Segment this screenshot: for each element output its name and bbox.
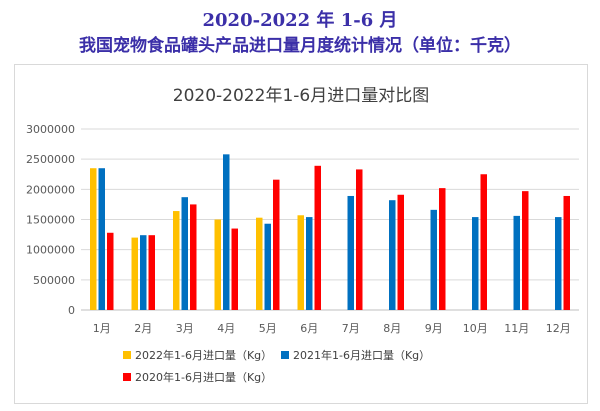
bar	[90, 168, 97, 310]
bar	[215, 220, 222, 311]
legend-swatch	[123, 373, 131, 381]
bar	[555, 217, 562, 310]
chart-container: 2020-2022年1-6月进口量对比图 0 500000 1000000 150000…	[14, 64, 588, 404]
bar	[232, 229, 239, 310]
y-tick-label: 1000000	[26, 244, 75, 257]
x-tick-label: 1月	[93, 322, 111, 335]
bar	[514, 216, 521, 310]
bar	[140, 235, 147, 310]
bar	[132, 238, 139, 310]
heading-line-2: 我国宠物食品罐头产品进口量月度统计情况（单位：千克）	[0, 31, 600, 56]
x-tick-label: 2月	[134, 322, 152, 335]
heading-line-1: 2020-2022 年 1-6 月	[0, 6, 600, 32]
bar	[481, 174, 488, 310]
x-tick-label: 8月	[383, 322, 401, 335]
bar	[472, 217, 479, 310]
bar	[389, 200, 396, 310]
y-tick-label: 2000000	[26, 183, 75, 196]
y-tick-label: 0	[68, 304, 75, 317]
bar	[256, 218, 263, 310]
bar	[348, 196, 355, 310]
y-tick-label: 2500000	[26, 153, 75, 166]
chart-title: 2020-2022年1-6月进口量对比图	[173, 86, 429, 106]
legend-label: 2021年1-6月进口量（Kg）	[293, 349, 430, 362]
x-tick-label: 7月	[342, 322, 360, 335]
y-tick-label: 3000000	[26, 123, 75, 136]
x-tick-label: 9月	[425, 322, 443, 335]
x-tick-label: 12月	[546, 322, 571, 335]
bar	[190, 204, 197, 310]
x-tick-label: 3月	[176, 322, 194, 335]
x-tick-label: 6月	[300, 322, 318, 335]
bar	[273, 180, 280, 310]
y-tick-label: 500000	[33, 274, 75, 287]
x-tick-label: 11月	[504, 322, 529, 335]
bar	[522, 191, 529, 310]
y-tick-label: 1500000	[26, 214, 75, 227]
bar	[173, 211, 180, 310]
bar	[315, 166, 322, 310]
bar	[431, 210, 438, 310]
bar	[306, 217, 313, 310]
legend-item: 2021年1-6月进口量（Kg）	[281, 347, 430, 363]
x-tick-label: 10月	[463, 322, 488, 335]
bar	[356, 169, 363, 310]
x-tick-label: 5月	[259, 322, 277, 335]
bar	[265, 224, 272, 310]
legend-label: 2022年1-6月进口量（Kg）	[135, 349, 272, 362]
bar	[149, 235, 156, 310]
bar	[107, 233, 114, 310]
bar	[182, 197, 189, 310]
x-tick-label: 4月	[217, 322, 235, 335]
bar	[398, 195, 405, 310]
bar	[223, 154, 230, 310]
legend-swatch	[123, 351, 131, 359]
legend-item: 2022年1-6月进口量（Kg）	[123, 347, 272, 363]
bar	[439, 188, 446, 310]
bar	[99, 168, 106, 310]
bar	[564, 196, 571, 310]
legend-swatch	[281, 351, 289, 359]
bar	[298, 215, 305, 310]
legend-item: 2020年1-6月进口量（Kg）	[123, 369, 272, 385]
legend-label: 2020年1-6月进口量（Kg）	[135, 371, 272, 384]
